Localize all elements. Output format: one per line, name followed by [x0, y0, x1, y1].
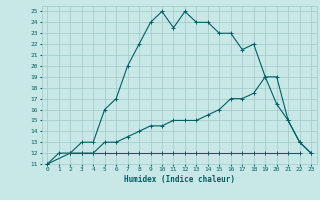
- X-axis label: Humidex (Indice chaleur): Humidex (Indice chaleur): [124, 175, 235, 184]
